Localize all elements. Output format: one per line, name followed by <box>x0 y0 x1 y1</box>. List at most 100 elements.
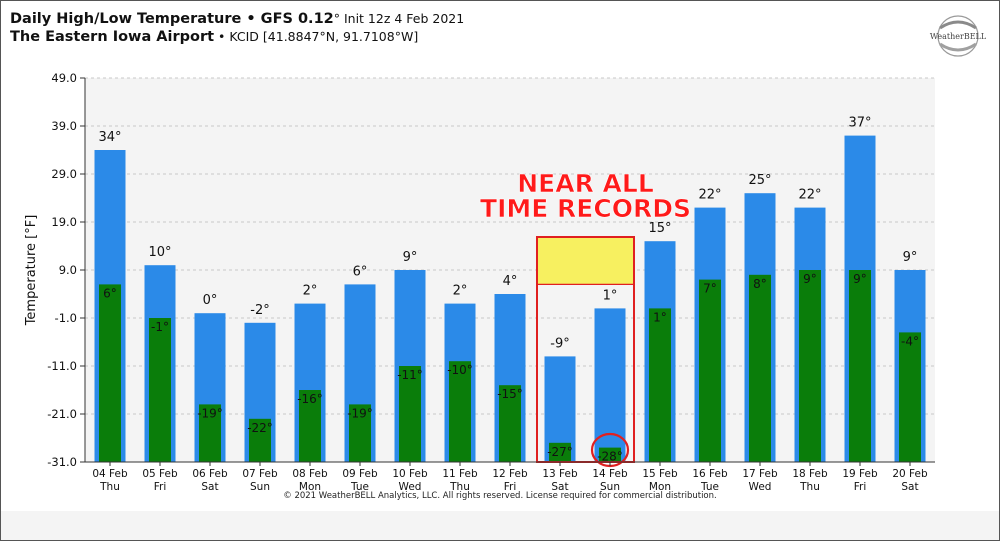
x-tick-date: 04 Feb <box>92 468 128 480</box>
chart-title-init: Init 12z 4 Feb 2021 <box>340 11 465 26</box>
low-temp-bar <box>749 274 771 462</box>
x-tick-day: Thu <box>449 481 470 493</box>
low-temp-label: 6° <box>103 286 117 300</box>
footer-band <box>1 511 999 540</box>
high-temp-label: 10° <box>148 245 171 260</box>
low-temp-label: 8° <box>753 277 767 291</box>
low-temp-label: -10° <box>447 363 473 377</box>
low-temp-bar <box>699 279 721 462</box>
low-temp-label: 9° <box>853 272 867 286</box>
low-temp-bar <box>99 284 121 462</box>
low-temp-label: -4° <box>901 334 919 348</box>
x-tick-date: 15 Feb <box>642 468 678 480</box>
x-tick-day: Tue <box>700 481 719 493</box>
x-tick-date: 16 Feb <box>692 468 728 480</box>
low-temp-bar <box>899 332 921 462</box>
x-tick-day: Fri <box>854 481 867 493</box>
chart-title-degree: ° <box>333 11 340 26</box>
x-tick-day: Mon <box>299 481 321 493</box>
y-tick-label: -21.0 <box>47 407 77 421</box>
high-temp-label: 2° <box>453 284 468 299</box>
low-temp-bar <box>799 270 821 462</box>
high-temp-label: 4° <box>503 274 518 289</box>
x-tick-date: 10 Feb <box>392 468 428 480</box>
low-temp-bar <box>149 318 171 462</box>
high-temp-label: 22° <box>698 188 721 203</box>
axes: 49.0 39.0 29.0 19.0 9.0 -1.0 -11.0 -21.0 -31.0 04… <box>47 71 935 493</box>
low-temp-bar <box>399 366 421 462</box>
low-temp-label: -28° <box>597 450 623 464</box>
y-tick-label: 29.0 <box>51 167 77 181</box>
high-temp-label: 15° <box>648 221 671 236</box>
x-tick-date: 08 Feb <box>292 468 328 480</box>
low-temp-label: -15° <box>497 387 523 401</box>
y-tick-label: 49.0 <box>51 71 77 85</box>
y-tick-label: -1.0 <box>55 311 77 325</box>
low-temp-bar <box>299 390 321 462</box>
low-temp-label: -11° <box>397 368 423 382</box>
x-tick-date: 13 Feb <box>542 468 578 480</box>
annotation-text-line2: TIME RECORDS <box>480 194 691 223</box>
x-tick-day: Sat <box>901 481 918 493</box>
x-tick-date: 06 Feb <box>192 468 228 480</box>
low-temp-label: -22° <box>247 421 273 435</box>
x-tick-day: Thu <box>99 481 120 493</box>
y-tick-label: -11.0 <box>47 359 77 373</box>
annotation-text-line1: NEAR ALL <box>517 169 654 198</box>
x-tick-day: Wed <box>399 481 422 493</box>
x-tick-date: 19 Feb <box>842 468 878 480</box>
y-tick-label: 19.0 <box>51 215 77 229</box>
low-temp-bar <box>199 404 221 462</box>
x-tick-date: 07 Feb <box>242 468 278 480</box>
y-tick-label: -31.0 <box>47 455 77 469</box>
chart-subtitle: The Eastern Iowa Airport • KCID [41.8847… <box>10 29 418 45</box>
x-tick-date: 11 Feb <box>442 468 478 480</box>
station-name: The Eastern Iowa Airport <box>10 29 215 45</box>
high-temp-label: 25° <box>748 173 771 188</box>
high-temp-label: 22° <box>798 188 821 203</box>
low-temp-label: -1° <box>151 320 169 334</box>
x-tick-date: 18 Feb <box>792 468 828 480</box>
record-highlight-zone <box>537 237 634 285</box>
high-temp-label: 1° <box>603 288 618 303</box>
x-tick-day: Fri <box>154 481 167 493</box>
high-temp-label: 9° <box>403 250 418 265</box>
low-temp-label: -19° <box>347 406 373 420</box>
y-tick-label: 39.0 <box>51 119 77 133</box>
bars <box>94 135 926 462</box>
station-info: • KCID [41.8847°N, 91.7108°W] <box>214 29 419 44</box>
low-temp-label: 1° <box>653 310 667 324</box>
x-tick-day: Mon <box>649 481 671 493</box>
x-tick-day: Wed <box>749 481 772 493</box>
x-tick-date: 12 Feb <box>492 468 528 480</box>
weatherbell-logo: WeatherBELL <box>930 15 987 57</box>
x-tick-date: 09 Feb <box>342 468 378 480</box>
low-temp-label: -27° <box>547 445 573 459</box>
high-temp-label: 34° <box>98 130 121 145</box>
low-temp-bar <box>249 418 271 462</box>
low-temp-bar <box>849 270 871 462</box>
high-temp-label: 0° <box>203 293 218 308</box>
x-tick-day: Sat <box>551 481 568 493</box>
chart-title: Daily High/Low Temperature • GFS 0.12° I… <box>10 11 464 27</box>
x-tick-day: Sun <box>600 481 620 493</box>
high-temp-label: 2° <box>303 284 318 299</box>
high-temp-label: 37° <box>848 116 871 131</box>
x-tick-day: Tue <box>350 481 369 493</box>
low-temp-bar <box>549 442 571 462</box>
chart-title-main: Daily High/Low Temperature • GFS 0.12 <box>10 11 334 27</box>
low-temp-bar <box>499 385 521 462</box>
low-temp-label: -19° <box>197 406 223 420</box>
low-temp-bar <box>449 361 471 462</box>
low-temp-label: 7° <box>703 282 717 296</box>
x-tick-date: 20 Feb <box>892 468 928 480</box>
high-temp-label: 6° <box>353 264 368 279</box>
x-tick-day: Thu <box>799 481 820 493</box>
x-tick-day: Fri <box>504 481 517 493</box>
low-temp-label: 9° <box>803 272 817 286</box>
x-tick-day: Sat <box>201 481 218 493</box>
high-temp-label: 9° <box>903 250 918 265</box>
high-temp-bar <box>594 308 626 462</box>
y-axis-label: Temperature [°F] <box>24 215 39 327</box>
low-temp-label: -16° <box>297 392 323 406</box>
